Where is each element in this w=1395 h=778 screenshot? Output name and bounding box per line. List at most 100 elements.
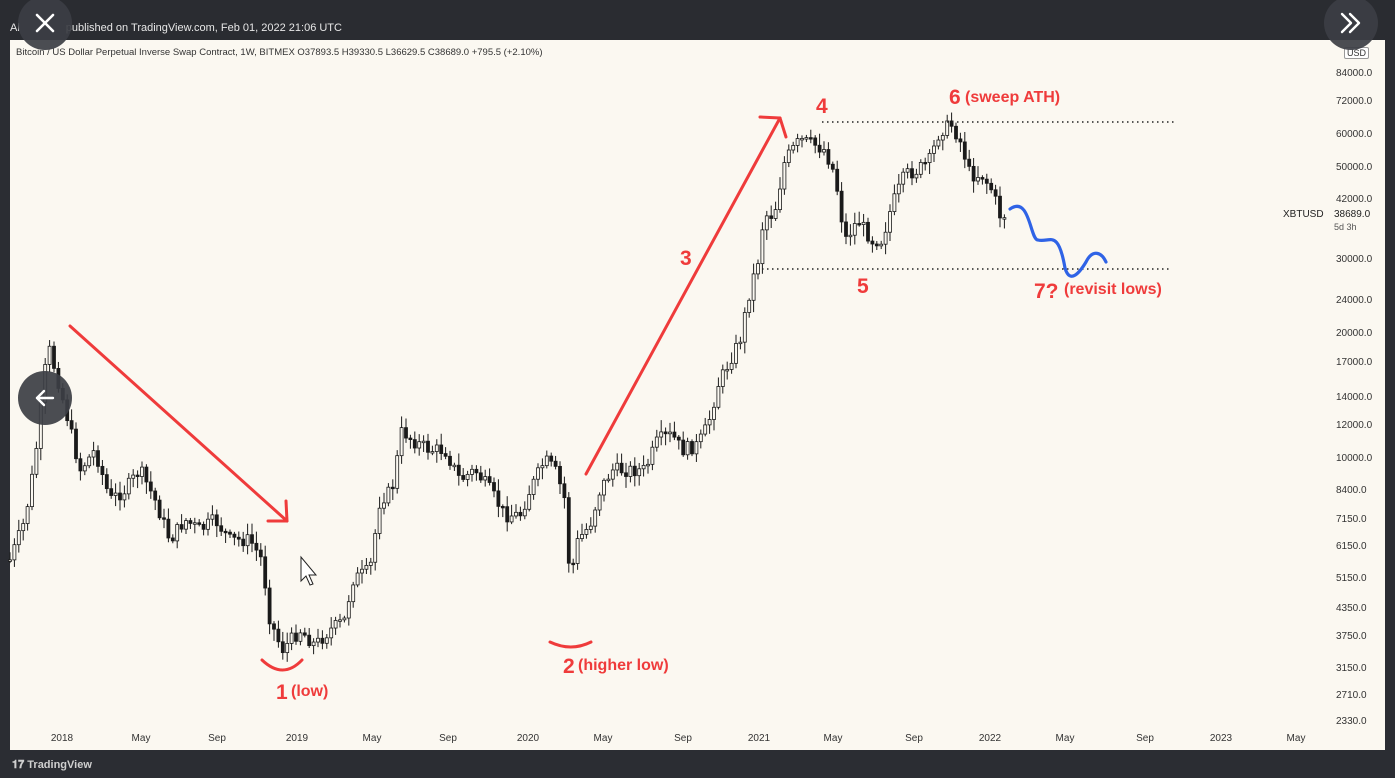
time-tick: May xyxy=(1286,733,1306,744)
candle-body xyxy=(896,183,901,195)
candle-body xyxy=(549,455,554,462)
next-button[interactable] xyxy=(1324,0,1378,50)
candle-body xyxy=(492,482,496,492)
candle-body xyxy=(575,538,580,564)
candle-body xyxy=(276,628,281,643)
candle-body xyxy=(241,538,246,547)
candle-body xyxy=(294,632,298,642)
candle-body xyxy=(206,518,210,530)
candle-body xyxy=(588,525,593,530)
tradingview-logo: 𝟏𝟕 TradingView xyxy=(12,759,92,772)
arrow-left-icon xyxy=(35,389,55,407)
candle-body xyxy=(162,517,166,520)
published-line: Al published on TradingView.com, Feb 01, … xyxy=(10,22,342,34)
candle-body xyxy=(536,467,540,480)
candle-body xyxy=(720,369,725,387)
candle-body xyxy=(927,152,932,163)
candle-body xyxy=(791,145,796,151)
candle-body xyxy=(219,525,224,532)
candle-body xyxy=(144,466,149,483)
candle-body xyxy=(734,343,738,364)
candle-body xyxy=(82,465,87,472)
candle-body xyxy=(932,145,936,154)
candle-body xyxy=(166,518,171,539)
chart-area[interactable] xyxy=(10,40,1385,750)
wave3-arrowhead xyxy=(758,115,788,139)
time-tick: May xyxy=(823,733,843,744)
candle-body xyxy=(553,460,558,467)
candle-body xyxy=(522,508,527,517)
candle-body xyxy=(725,369,730,372)
candle-body xyxy=(852,223,857,236)
candle-body xyxy=(338,619,342,622)
candle-body xyxy=(302,632,307,636)
candle-body xyxy=(778,188,782,211)
tradingview-logo-icon: 𝟏𝟕 xyxy=(12,759,28,771)
candle-body xyxy=(923,161,928,165)
candle-body xyxy=(817,144,822,153)
candle-body xyxy=(153,490,158,501)
candle-body xyxy=(404,427,408,439)
candle-body xyxy=(606,478,611,482)
candle-body xyxy=(685,441,690,456)
wave-1-label: 1 xyxy=(276,681,288,704)
candle-body xyxy=(192,522,197,525)
wave-2-label: 2 xyxy=(563,655,575,678)
candle-body xyxy=(610,469,615,480)
time-tick: 2021 xyxy=(747,733,771,744)
candle-body xyxy=(333,620,338,629)
candle-body xyxy=(214,514,219,527)
candle-body xyxy=(566,497,571,564)
candle-body xyxy=(958,138,963,143)
price-tick: 8400.0 xyxy=(1336,485,1367,496)
candle-body xyxy=(954,125,958,140)
candle-body xyxy=(311,641,316,647)
candle-body xyxy=(901,171,906,185)
candle-body xyxy=(984,178,989,184)
time-tick: 2019 xyxy=(285,733,309,744)
candle-body xyxy=(795,138,800,146)
symbol-info: Bitcoin / US Dollar Perpetual Inverse Sw… xyxy=(16,47,543,58)
candle-body xyxy=(157,499,162,519)
previous-button[interactable] xyxy=(18,371,72,425)
close-icon xyxy=(35,13,55,33)
candle-body xyxy=(307,634,312,647)
time-tick: May xyxy=(362,733,382,744)
candle-body xyxy=(184,520,188,530)
candle-body xyxy=(980,177,985,180)
candle-body xyxy=(962,141,967,160)
candle-body xyxy=(135,474,140,477)
candle-body xyxy=(786,149,791,163)
candle-body xyxy=(540,465,545,469)
price-tick: 2710.0 xyxy=(1336,690,1367,701)
candle-body xyxy=(496,490,501,507)
close-button[interactable] xyxy=(18,0,72,50)
candle-body xyxy=(500,505,505,509)
candle-body xyxy=(637,468,642,477)
candle-body xyxy=(848,234,853,238)
price-tick: 3750.0 xyxy=(1336,631,1367,642)
price-tick: 5150.0 xyxy=(1336,573,1367,584)
candle-body xyxy=(346,601,351,619)
candle-body xyxy=(298,632,303,642)
candle-body xyxy=(584,529,589,535)
candle-body xyxy=(835,168,840,192)
candle-body xyxy=(874,243,879,247)
price-tick: 14000.0 xyxy=(1336,392,1373,403)
candle-body xyxy=(800,138,804,141)
candle-body xyxy=(808,137,813,140)
candle-body xyxy=(712,406,716,420)
price-axis[interactable] xyxy=(1326,40,1385,750)
candle-body xyxy=(170,537,175,542)
candle-body xyxy=(16,530,21,546)
time-tick: Sep xyxy=(208,733,226,744)
candle-body xyxy=(879,243,884,247)
price-tick: 42000.0 xyxy=(1336,194,1373,205)
candle-body xyxy=(624,472,628,477)
candle-body xyxy=(936,139,941,147)
candle-body xyxy=(377,507,382,534)
candle-body xyxy=(368,561,373,566)
candle-body xyxy=(289,632,294,644)
candle-body xyxy=(448,455,452,466)
candle-body xyxy=(412,439,417,449)
